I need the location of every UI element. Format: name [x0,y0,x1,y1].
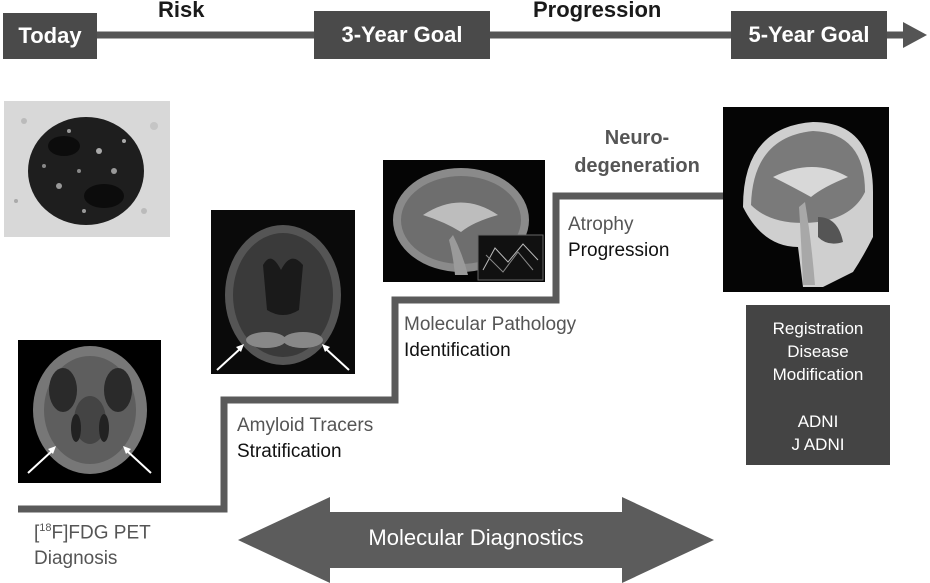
goal-3-year-box: 3-Year Goal [314,11,490,59]
molecular-diagnostics-label: Molecular Diagnostics [368,525,584,550]
atrophy-sublabel: Progression [568,240,670,261]
goal-5-year-label: 5-Year Goal [748,22,870,47]
progression-label: Progression [533,0,662,22]
atrophy-stage: Atrophy Progression [568,212,669,264]
info-adni: ADNI [797,412,839,431]
mri-sagittal-head-image [723,107,889,292]
neuro-label-line1: Neuro- [604,127,670,149]
fdg-pet-scan-image [18,340,161,483]
goal-5-year-box: 5-Year Goal [731,11,887,59]
info-j-adni: J ADNI [791,435,845,454]
amyloid-label: Amyloid Tracers [237,415,374,436]
registration-info-box: Registration Disease Modification ADNI J… [746,305,890,465]
neuro-label-line2: degeneration [574,155,700,177]
amyloid-pet-scan-image [211,210,355,374]
mri-sagittal-pathology-image [383,160,545,282]
goal-3-year-label: 3-Year Goal [341,22,463,47]
info-registration: Registration [772,319,864,338]
molecular-sublabel: Identification [404,340,511,361]
amyloid-plaque-histology-image [4,101,170,237]
fdg-pet-label: [18F]FDG PET [34,522,151,544]
info-modification: Modification [772,365,864,384]
info-disease: Disease [787,342,849,361]
fdg-pet-sublabel: Diagnosis [34,548,118,570]
neurodegeneration-stage: Neuro- degeneration [572,124,702,180]
risk-label: Risk [158,0,205,22]
atrophy-label: Atrophy [568,214,634,235]
today-box: Today [3,13,97,59]
amyloid-stage: Amyloid Tracers Stratification [237,413,373,465]
molecular-stage: Molecular Pathology Identification [404,312,576,364]
amyloid-sublabel: Stratification [237,441,342,462]
today-label: Today [18,23,82,48]
fdg-pet-stage: [18F]FDG PET Diagnosis [34,515,151,572]
molecular-label: Molecular Pathology [404,314,577,335]
